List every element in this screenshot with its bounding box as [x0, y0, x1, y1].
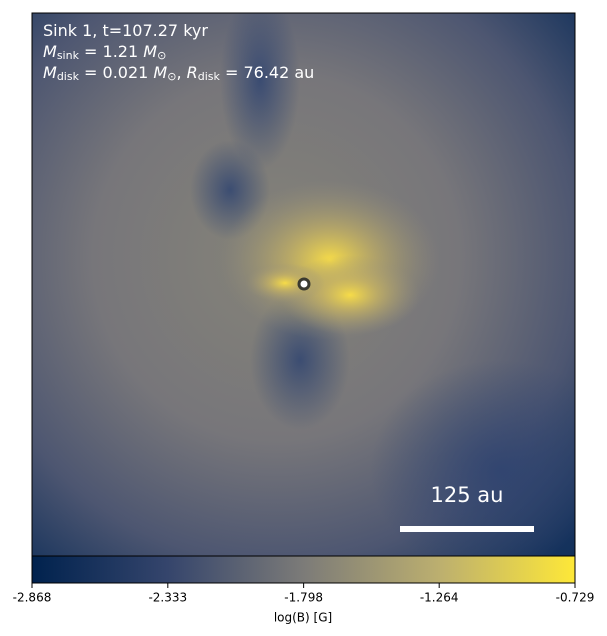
annotation-part: ⊙: [157, 49, 166, 62]
annotation-part: Sink 1, t=107.27 kyr: [43, 21, 208, 40]
annotation-part: = 76.42 au: [220, 63, 314, 82]
annotation-part: M: [153, 63, 167, 82]
annotation-part: ,: [176, 63, 186, 82]
annotation: Sink 1, t=107.27 kyr: [43, 21, 208, 40]
annotation-part: ⊙: [167, 70, 176, 83]
annotation-part: disk: [57, 70, 80, 83]
annotation-part: R: [187, 63, 198, 82]
annotation-part: M: [43, 42, 57, 61]
colorbar: [31, 555, 576, 584]
annotation: Mdisk = 0.021 M⊙, Rdisk = 76.42 au: [43, 63, 314, 84]
tick-label: -2.333: [148, 591, 187, 605]
annotation-part: = 1.21: [79, 42, 143, 61]
annotation: Msink = 1.21 M⊙: [43, 42, 166, 63]
annotation-part: = 0.021: [79, 63, 153, 82]
annotation-part: M: [143, 42, 157, 61]
tick-label: -0.729: [556, 591, 595, 605]
field-image: [32, 13, 575, 556]
annotation-part: disk: [198, 70, 221, 83]
tick-label: -2.868: [13, 591, 52, 605]
colorbar-label: log(B) [G]: [274, 611, 332, 625]
annotation-part: sink: [57, 49, 80, 62]
tick-label: -1.798: [284, 591, 323, 605]
annotation-part: M: [43, 63, 57, 82]
tick-label: -1.264: [420, 591, 459, 605]
scale-bar-label: 125 au: [431, 483, 504, 507]
sink-marker: [297, 277, 311, 291]
